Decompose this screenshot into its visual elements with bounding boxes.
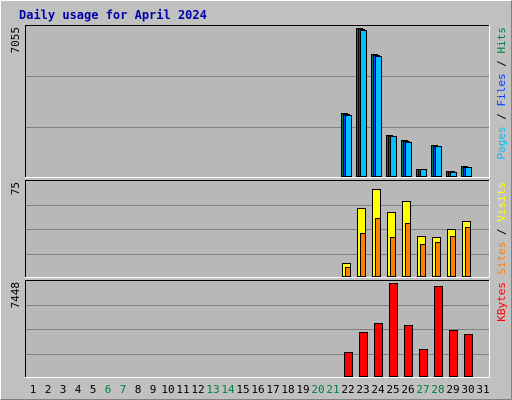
x-tick-label: 22 (341, 383, 354, 396)
bar-kbytes-day-23 (359, 332, 368, 377)
x-tick-label: 25 (386, 383, 399, 396)
y-max-label: 7055 (9, 27, 22, 54)
x-tick-label: 21 (326, 383, 339, 396)
legend: Sites / Visits (495, 182, 508, 275)
bar-pages-day-23 (360, 30, 367, 177)
x-tick-label: 29 (446, 383, 459, 396)
bar-sites-day-24 (375, 218, 381, 277)
x-tick-label: 13 (206, 383, 219, 396)
x-tick-label: 8 (135, 383, 142, 396)
bar-sites-day-30 (465, 227, 471, 277)
legend-item-sites: Sites (495, 242, 508, 275)
bars (344, 283, 473, 377)
legend: KBytes (495, 282, 508, 322)
chart-title: Daily usage for April 2024 (19, 8, 207, 22)
panel-visits-sites: 75 Sites / Visits (9, 180, 508, 278)
y-max-label: 75 (9, 182, 22, 195)
plot-area (25, 25, 490, 178)
bar-kbytes-day-30 (464, 334, 473, 377)
bar-kbytes-day-26 (404, 325, 413, 377)
bars (341, 28, 472, 177)
legend-item-files: Files (495, 73, 508, 106)
x-tick-label: 16 (251, 383, 264, 396)
x-tick-label: 31 (476, 383, 489, 396)
x-tick-label: 9 (150, 383, 157, 396)
x-tick-label: 30 (461, 383, 474, 396)
x-tick-label: 15 (236, 383, 249, 396)
bar-sites-day-25 (390, 237, 396, 277)
y-max-label: 7448 (9, 282, 22, 309)
bar-pages-day-30 (465, 167, 472, 177)
x-tick-label: 23 (356, 383, 369, 396)
x-tick-label: 20 (311, 383, 324, 396)
x-tick-label: 3 (60, 383, 67, 396)
bar-sites-day-28 (435, 242, 441, 277)
bar-kbytes-day-25 (389, 283, 398, 377)
legend-item-hits: Hits (495, 27, 508, 54)
bar-pages-day-27 (420, 169, 427, 177)
panel-kbytes: 7448 KBytes (9, 280, 508, 378)
legend-item-visits: Visits (495, 182, 508, 222)
x-tick-label: 11 (176, 383, 189, 396)
bar-sites-day-26 (405, 223, 411, 277)
x-tick-label: 24 (371, 383, 385, 396)
x-tick-label: 4 (75, 383, 82, 396)
legend-separator: / (495, 222, 508, 242)
bars (342, 189, 471, 277)
legend-separator: / (495, 54, 508, 74)
bar-sites-day-29 (450, 236, 456, 277)
bar-kbytes-day-24 (374, 323, 383, 377)
legend-separator: / (495, 107, 508, 127)
bar-pages-day-28 (435, 146, 442, 177)
x-tick-label: 18 (281, 383, 294, 396)
x-tick-label: 19 (296, 383, 309, 396)
x-tick-label: 7 (120, 383, 127, 396)
bar-kbytes-day-27 (419, 349, 428, 377)
x-tick-label: 6 (105, 383, 112, 396)
bar-sites-day-23 (360, 233, 366, 277)
bar-pages-day-22 (345, 115, 352, 177)
x-tick-label: 12 (191, 383, 204, 396)
x-tick-label: 27 (416, 383, 429, 396)
x-tick-label: 1 (30, 383, 37, 396)
bar-sites-day-22 (345, 267, 351, 277)
legend: Pages / Files / Hits (495, 27, 508, 160)
legend-item-pages: Pages (495, 126, 508, 159)
x-axis-labels: 1 2 3 4 5 6 7 8 9 10 11 12 13 14 15 16 17 18 19 20 21 22 23 24 2… (30, 383, 490, 396)
x-tick-label: 5 (90, 383, 97, 396)
x-tick-label: 14 (221, 383, 235, 396)
bar-kbytes-day-22 (344, 352, 353, 377)
x-tick-label: 28 (431, 383, 444, 396)
bar-pages-day-26 (405, 142, 412, 177)
chart-panels: 7055 Pages / Files / Hits 75 Sites / Visits… (9, 25, 508, 378)
panel-hits-files-pages: 7055 Pages / Files / Hits (9, 25, 508, 178)
bar-kbytes-day-28 (434, 286, 443, 377)
x-tick-label: 26 (401, 383, 414, 396)
bar-pages-day-24 (375, 56, 382, 177)
x-tick-label: 17 (266, 383, 279, 396)
bar-pages-day-29 (450, 172, 457, 177)
bar-pages-day-25 (390, 136, 397, 177)
legend-item-kbytes: KBytes (495, 282, 508, 322)
bar-sites-day-27 (420, 244, 426, 277)
x-tick-label: 10 (161, 383, 174, 396)
bar-kbytes-day-29 (449, 330, 458, 377)
x-tick-label: 2 (45, 383, 52, 396)
